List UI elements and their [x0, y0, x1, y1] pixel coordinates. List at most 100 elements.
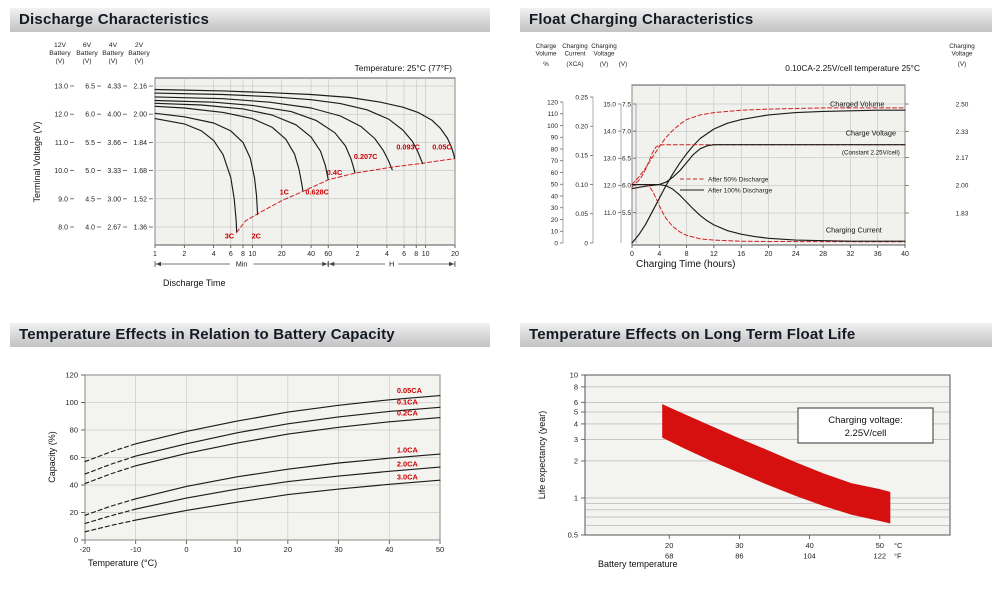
svg-text:Charging: Charging [562, 43, 588, 50]
svg-text:10: 10 [233, 545, 241, 554]
svg-text:(Constant 2.25V/cell): (Constant 2.25V/cell) [842, 149, 900, 156]
svg-text:0: 0 [184, 545, 188, 554]
svg-text:9.0: 9.0 [58, 196, 68, 203]
svg-text:40: 40 [307, 251, 315, 258]
discharge-section-title: Discharge Characteristics [10, 8, 490, 32]
svg-text:3.00: 3.00 [107, 196, 121, 203]
svg-text:40: 40 [551, 193, 559, 200]
svg-text:40: 40 [70, 481, 78, 490]
svg-text:Charging Current: Charging Current [826, 225, 882, 234]
svg-text:10: 10 [249, 251, 257, 258]
svg-text:(XCA): (XCA) [566, 61, 583, 68]
svg-text:0.093C: 0.093C [396, 142, 420, 151]
svg-text:6.0: 6.0 [622, 183, 631, 190]
svg-text:Charging: Charging [949, 43, 975, 50]
svg-text:10: 10 [551, 229, 559, 236]
svg-text:-10: -10 [130, 545, 141, 554]
svg-text:3.0CA: 3.0CA [397, 473, 419, 482]
svg-text:6V: 6V [83, 42, 92, 49]
svg-text:0: 0 [630, 251, 634, 258]
svg-text:1C: 1C [280, 187, 290, 196]
float-charging-section-title: Float Charging Characteristics [520, 8, 992, 32]
svg-text:Battery temperature: Battery temperature [598, 559, 678, 569]
svg-text:6: 6 [229, 251, 233, 258]
svg-text:0.15: 0.15 [575, 153, 588, 160]
svg-text:20: 20 [278, 251, 286, 258]
discharge-characteristics-chart: 1 2 4 6 8 10 20 40 60 2 4 6 8 10 2012VBattery(V)13.012… [32, 42, 459, 288]
svg-text:2V: 2V [135, 42, 144, 49]
svg-text:-20: -20 [80, 545, 91, 554]
svg-text:6.5: 6.5 [85, 84, 95, 91]
panel-float-life: Temperature Effects on Long Term Float L… [520, 323, 992, 597]
svg-text:0.05C: 0.05C [432, 142, 452, 151]
svg-text:104: 104 [803, 552, 816, 561]
svg-text:40: 40 [901, 251, 909, 258]
svg-text:Charging Time (hours): Charging Time (hours) [636, 259, 735, 270]
svg-text:30: 30 [735, 541, 743, 550]
svg-text:8.0: 8.0 [58, 225, 68, 232]
svg-text:1.36: 1.36 [133, 225, 147, 232]
svg-text:0.207C: 0.207C [354, 152, 378, 161]
svg-text:2.33: 2.33 [956, 129, 969, 136]
svg-text:8: 8 [414, 251, 418, 258]
svg-text:40: 40 [385, 545, 393, 554]
svg-text:Charging: Charging [591, 43, 617, 50]
svg-text:5.5: 5.5 [85, 140, 95, 147]
svg-text:H: H [389, 260, 394, 269]
svg-text:10: 10 [570, 371, 578, 380]
svg-text:40: 40 [805, 541, 813, 550]
svg-text:8: 8 [574, 382, 578, 391]
svg-text:°F: °F [894, 552, 902, 561]
svg-text:After 100% Discharge: After 100% Discharge [708, 187, 772, 194]
svg-text:2.50: 2.50 [956, 101, 969, 108]
svg-text:120: 120 [547, 99, 558, 106]
svg-text:13.0: 13.0 [603, 156, 616, 163]
svg-text:°C: °C [894, 541, 903, 550]
svg-text:12.0: 12.0 [54, 112, 68, 119]
svg-text:4.00: 4.00 [107, 112, 121, 119]
panel-discharge-characteristics: Discharge Characteristics 1 2 4 6 8 10 20 40 60 2… [10, 8, 490, 304]
svg-text:4: 4 [385, 251, 389, 258]
svg-text:5: 5 [574, 408, 578, 417]
panel-float-charging: Float Charging Characteristics 0 4 8 12 16 20… [520, 8, 992, 304]
svg-text:50: 50 [551, 182, 559, 189]
svg-text:11.0: 11.0 [604, 210, 617, 217]
svg-text:2.16: 2.16 [133, 84, 147, 91]
svg-text:6: 6 [402, 251, 406, 258]
svg-text:10.0: 10.0 [54, 168, 68, 175]
svg-text:1.84: 1.84 [133, 140, 147, 147]
svg-text:Charge: Charge [536, 43, 557, 50]
svg-text:%: % [543, 61, 549, 68]
svg-text:60: 60 [551, 170, 559, 177]
svg-text:20: 20 [284, 545, 292, 554]
svg-text:0: 0 [584, 240, 588, 247]
svg-text:68: 68 [665, 552, 673, 561]
svg-text:20: 20 [70, 508, 78, 517]
svg-text:80: 80 [551, 146, 559, 153]
svg-text:80: 80 [70, 426, 78, 435]
svg-text:3.66: 3.66 [107, 140, 121, 147]
svg-text:0: 0 [554, 240, 558, 247]
svg-text:0.25: 0.25 [575, 94, 588, 101]
svg-text:12V: 12V [54, 42, 67, 49]
svg-text:Battery: Battery [76, 50, 98, 57]
svg-text:(V): (V) [108, 58, 117, 65]
svg-text:After 50% Discharge: After 50% Discharge [708, 176, 769, 183]
float-life-chart: 1086543210.5206830864010450122°C°FChargi… [537, 371, 951, 569]
float-life-section-title: Temperature Effects on Long Term Float L… [520, 323, 992, 347]
temperature-capacity-section-title: Temperature Effects in Relation to Batte… [10, 323, 490, 347]
svg-text:0.4C: 0.4C [327, 168, 343, 177]
svg-text:0.628C: 0.628C [305, 187, 329, 196]
svg-text:Temperature (°C): Temperature (°C) [88, 558, 157, 568]
svg-text:1: 1 [574, 493, 578, 502]
svg-text:30: 30 [334, 545, 342, 554]
svg-text:20: 20 [765, 251, 773, 258]
svg-text:2: 2 [182, 251, 186, 258]
svg-text:(V): (V) [619, 61, 627, 68]
svg-text:11.0: 11.0 [55, 140, 68, 147]
svg-text:36: 36 [874, 251, 882, 258]
svg-text:20: 20 [551, 217, 559, 224]
svg-text:100: 100 [65, 398, 78, 407]
